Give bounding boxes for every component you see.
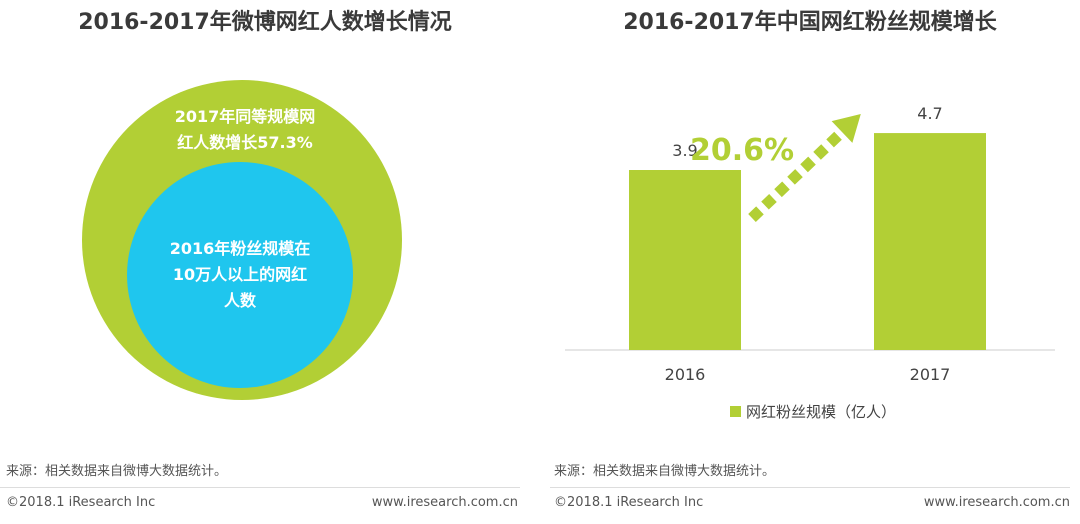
x-tick-label-2016: 2016 [665,365,706,384]
left-panel: 2016-2017年微博网红人数增长情况 2017年同等规模网 红人数增长57.… [0,0,530,524]
value-label-2017: 4.7 [917,104,942,123]
right-website: www.iresearch.com.cn [923,495,1070,510]
outer-circle-label: 2017年同等规模网 红人数增长57.3% [174,107,316,152]
left-chart-title: 2016-2017年微博网红人数增长情况 [78,10,452,35]
legend-label: 网红粉丝规模（亿人） [746,403,897,421]
left-copyright: ©2018.1 iResearch Inc [6,495,156,510]
x-tick-label-2017: 2017 [910,365,951,384]
right-chart-title: 2016-2017年中国网红粉丝规模增长 [623,10,997,35]
bar-2017 [874,133,986,350]
bar-chart: 3.9 2016 4.7 2017 20.6% [565,104,1055,384]
growth-arrow-line [748,128,846,222]
chart-legend: 网红粉丝规模（亿人） [730,401,896,422]
left-source-note: 来源：相关数据来自微博大数据统计。 [6,464,228,479]
growth-rate-label: 20.6% [690,133,794,168]
legend-swatch [730,406,741,417]
right-panel: 2016-2017年中国网红粉丝规模增长 3.9 2016 4.7 2017 20.6%… [540,0,1080,524]
right-footer-divider [550,487,1070,488]
bar-2016 [629,170,741,350]
inner-circle-2016 [127,162,353,388]
right-source-note: 来源：相关数据来自微博大数据统计。 [554,464,776,479]
value-label-2016: 3.9 [672,141,697,160]
left-website: www.iresearch.com.cn [371,495,518,510]
growth-arrow-head [831,114,861,143]
right-copyright: ©2018.1 iResearch Inc [554,495,704,510]
inner-circle-label: 2016年粉丝规模在 10万人以上的网红 人数 [169,239,311,310]
left-footer-divider [0,487,520,488]
